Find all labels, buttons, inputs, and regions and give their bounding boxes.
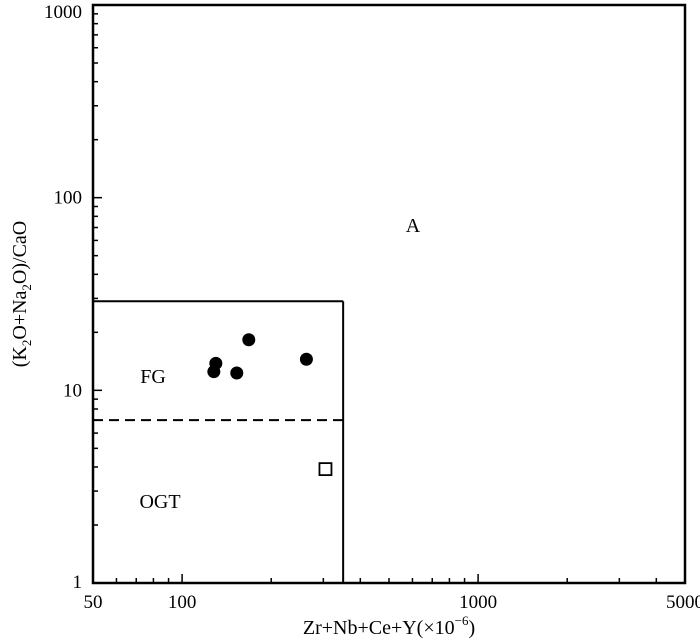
data-point-open-square: [318, 462, 333, 477]
field-label-fg: FG: [140, 366, 166, 388]
y-tick-label: 10: [63, 380, 82, 401]
x-tick-label: 100: [168, 592, 197, 613]
data-point-filled-circle: [230, 366, 244, 380]
x-tick-label: 1000: [459, 592, 497, 613]
y-tick-label: 1000: [44, 2, 82, 23]
x-axis-title: Zr+Nb+Ce+Y(×10−6): [303, 613, 475, 639]
data-points: [207, 333, 333, 477]
x-tick-label: 50: [84, 592, 103, 613]
data-point-filled-circle: [299, 352, 313, 366]
field-boundaries: [93, 300, 345, 583]
y-axis-title: (K2O+Na2O)/CaO: [9, 221, 34, 367]
x-tick-label: 5000: [666, 592, 700, 613]
field-label-a: A: [406, 215, 421, 237]
data-point-filled-circle: [209, 356, 223, 370]
y-tick-label: 100: [54, 188, 83, 209]
axis-ticks: 50 100 1000 5000 1 10 100 1000: [44, 2, 700, 613]
plot-frame: [91, 3, 687, 585]
field-label-ogt: OGT: [139, 491, 180, 513]
data-point-filled-circle: [242, 333, 256, 347]
y-tick-label: 1: [73, 572, 83, 593]
